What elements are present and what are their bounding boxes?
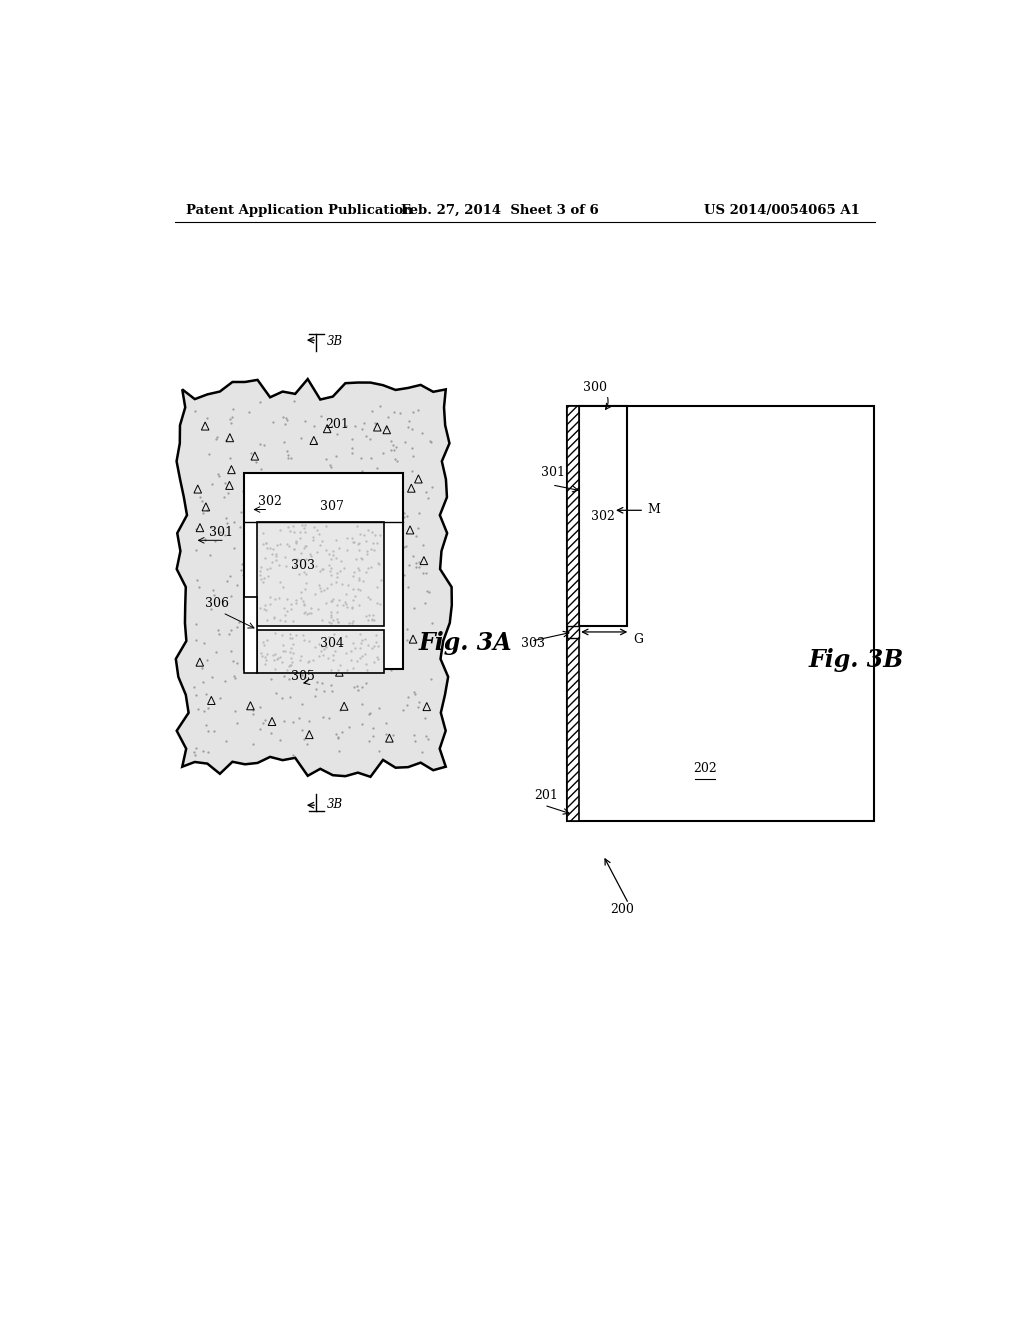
Text: 302: 302 — [258, 495, 282, 508]
Text: 201: 201 — [325, 418, 349, 430]
Text: Fig. 3B: Fig. 3B — [809, 648, 904, 672]
Text: Fig. 3A: Fig. 3A — [419, 631, 512, 655]
Text: 307: 307 — [321, 500, 344, 513]
Polygon shape — [176, 379, 452, 777]
Text: 303: 303 — [291, 558, 314, 572]
Text: 301: 301 — [541, 466, 565, 479]
Bar — [245, 597, 257, 673]
Bar — [566, 626, 579, 638]
Text: 301: 301 — [209, 525, 232, 539]
Bar — [579, 407, 627, 626]
Text: 302: 302 — [591, 510, 615, 523]
Bar — [566, 407, 579, 821]
Text: Patent Application Publication: Patent Application Publication — [186, 205, 413, 218]
Text: 3B: 3B — [327, 799, 342, 812]
Text: 306: 306 — [206, 598, 229, 610]
Text: 3B: 3B — [327, 335, 342, 347]
Text: 304: 304 — [321, 636, 344, 649]
Bar — [245, 473, 403, 669]
Text: G: G — [633, 632, 643, 645]
Text: 300: 300 — [584, 381, 607, 393]
Text: 201: 201 — [535, 789, 558, 803]
Bar — [257, 521, 384, 626]
Text: 303: 303 — [521, 638, 545, 651]
Text: US 2014/0054065 A1: US 2014/0054065 A1 — [705, 205, 860, 218]
Text: 305: 305 — [291, 671, 314, 684]
Text: M: M — [647, 503, 660, 516]
Bar — [257, 631, 384, 673]
Text: 202: 202 — [693, 762, 717, 775]
Text: 200: 200 — [610, 903, 635, 916]
Text: Feb. 27, 2014  Sheet 3 of 6: Feb. 27, 2014 Sheet 3 of 6 — [401, 205, 599, 218]
Bar — [566, 407, 873, 821]
